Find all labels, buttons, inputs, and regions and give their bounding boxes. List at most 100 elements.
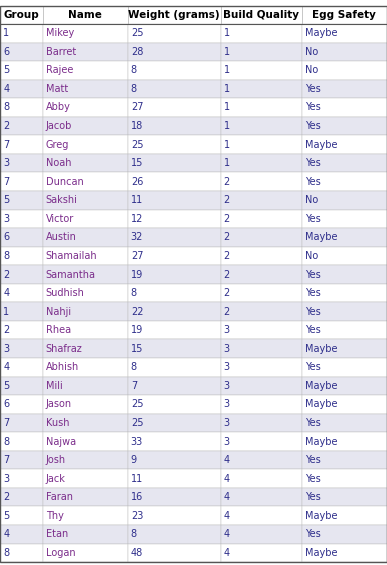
Text: 1: 1 — [224, 102, 230, 112]
Bar — [43, 42, 128, 61]
Bar — [221, 42, 302, 61]
Text: Yes: Yes — [305, 418, 321, 428]
Bar — [43, 98, 128, 117]
Bar — [221, 24, 302, 42]
Bar — [302, 377, 387, 395]
Bar — [221, 302, 302, 321]
Bar — [128, 544, 221, 562]
Bar — [43, 395, 128, 414]
Text: 8: 8 — [131, 84, 137, 94]
Text: 3: 3 — [224, 362, 230, 372]
Bar — [302, 432, 387, 451]
Text: 48: 48 — [131, 548, 143, 558]
Text: Jack: Jack — [46, 473, 65, 484]
Text: 28: 28 — [131, 47, 143, 57]
Bar — [128, 210, 221, 228]
Bar — [0, 154, 43, 172]
Bar — [128, 414, 221, 432]
Bar — [43, 154, 128, 172]
Text: Nahji: Nahji — [46, 307, 71, 316]
Text: 7: 7 — [3, 455, 9, 465]
Bar — [43, 210, 128, 228]
Text: 3: 3 — [3, 158, 9, 168]
Bar — [221, 377, 302, 395]
Text: 3: 3 — [224, 381, 230, 391]
Text: 3: 3 — [3, 344, 9, 354]
Bar — [221, 488, 302, 506]
Text: Maybe: Maybe — [305, 344, 337, 354]
Bar — [0, 358, 43, 377]
Text: 15: 15 — [131, 158, 143, 168]
Text: Matt: Matt — [46, 84, 68, 94]
Text: 4: 4 — [224, 529, 230, 540]
Bar — [128, 432, 221, 451]
Bar — [221, 451, 302, 470]
Text: Maybe: Maybe — [305, 381, 337, 391]
Text: 18: 18 — [131, 121, 143, 131]
Bar — [0, 24, 43, 42]
Text: Abhish: Abhish — [46, 362, 79, 372]
Text: 2: 2 — [224, 288, 230, 298]
Bar — [43, 506, 128, 525]
Bar — [128, 377, 221, 395]
Text: No: No — [305, 47, 318, 57]
Bar — [43, 525, 128, 544]
Bar — [0, 302, 43, 321]
Text: 4: 4 — [3, 84, 9, 94]
Text: Yes: Yes — [305, 84, 321, 94]
Text: 4: 4 — [3, 529, 9, 540]
Text: Noah: Noah — [46, 158, 71, 168]
Text: Build Quality: Build Quality — [223, 10, 299, 20]
Bar — [43, 191, 128, 210]
Text: 1: 1 — [224, 140, 230, 150]
Text: Abby: Abby — [46, 102, 70, 112]
Text: Yes: Yes — [305, 492, 321, 502]
Bar — [43, 451, 128, 470]
Text: 8: 8 — [131, 362, 137, 372]
Text: 2: 2 — [224, 307, 230, 316]
Text: 1: 1 — [224, 121, 230, 131]
Bar — [302, 544, 387, 562]
Text: Yes: Yes — [305, 307, 321, 316]
Text: 2: 2 — [224, 270, 230, 280]
Bar — [302, 321, 387, 340]
Bar — [43, 61, 128, 80]
Bar — [221, 544, 302, 562]
Text: Yes: Yes — [305, 325, 321, 335]
Bar — [302, 154, 387, 172]
Bar — [0, 191, 43, 210]
Text: 27: 27 — [131, 102, 143, 112]
Text: 7: 7 — [131, 381, 137, 391]
Text: 8: 8 — [131, 66, 137, 75]
Text: 2: 2 — [3, 325, 9, 335]
Bar — [128, 506, 221, 525]
Bar — [221, 6, 302, 24]
Bar — [0, 135, 43, 154]
Bar — [43, 470, 128, 488]
Text: Yes: Yes — [305, 158, 321, 168]
Text: 25: 25 — [131, 28, 143, 38]
Text: Najwa: Najwa — [46, 437, 76, 446]
Text: Logan: Logan — [46, 548, 75, 558]
Text: Victor: Victor — [46, 214, 74, 224]
Bar — [43, 488, 128, 506]
Bar — [0, 61, 43, 80]
Text: Yes: Yes — [305, 473, 321, 484]
Text: 4: 4 — [224, 548, 230, 558]
Bar — [0, 414, 43, 432]
Text: 3: 3 — [224, 437, 230, 446]
Text: 19: 19 — [131, 270, 143, 280]
Text: Group: Group — [3, 10, 39, 20]
Text: 7: 7 — [3, 418, 9, 428]
Text: 8: 8 — [3, 548, 9, 558]
Text: Samantha: Samantha — [46, 270, 96, 280]
Bar — [128, 24, 221, 42]
Bar — [0, 284, 43, 302]
Bar — [128, 358, 221, 377]
Bar — [302, 172, 387, 191]
Text: 1: 1 — [224, 158, 230, 168]
Bar — [221, 228, 302, 247]
Text: No: No — [305, 195, 318, 205]
Text: Sudhish: Sudhish — [46, 288, 84, 298]
Text: 25: 25 — [131, 399, 143, 410]
